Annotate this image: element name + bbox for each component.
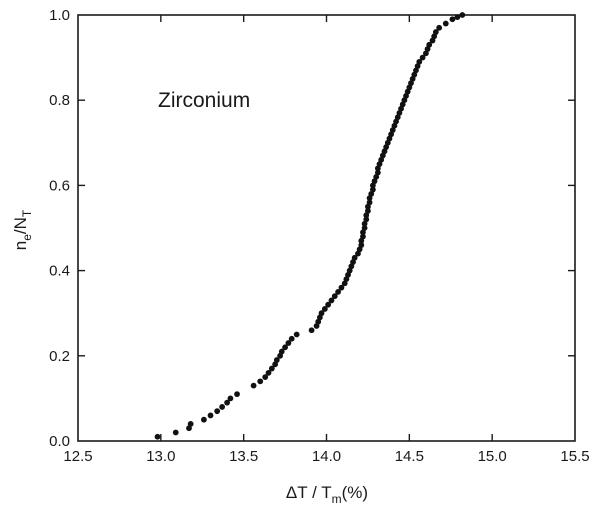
data-point — [374, 169, 381, 176]
y-tick-label: 0.2 — [49, 348, 70, 365]
y-axis-label-N-subscript: T — [20, 209, 34, 217]
data-point — [154, 433, 161, 440]
y-axis-label-n-subscript: e — [20, 234, 34, 241]
data-point — [278, 348, 285, 355]
data-point — [285, 340, 292, 346]
x-axis-ticks: 12.5 13.0 13.5 14.0 14.5 15.0 15.5 — [63, 15, 590, 465]
data-point — [257, 378, 264, 385]
data-point — [325, 301, 332, 308]
x-tick-label: 15.5 — [560, 448, 589, 465]
x-axis-label: ΔT / Tm(%) — [286, 483, 368, 505]
data-point — [436, 24, 443, 31]
data-point — [201, 416, 207, 423]
data-point — [262, 374, 269, 380]
y-tick-label: 0.8 — [49, 92, 70, 109]
data-point — [214, 408, 221, 415]
y-axis-ticks: 0.0 0.2 0.4 0.6 0.8 1.0 — [49, 7, 575, 450]
x-tick-label: 12.5 — [63, 448, 92, 465]
x-axis-label-subscript: m — [332, 492, 342, 505]
y-tick-label: 0.6 — [49, 177, 70, 194]
data-point — [419, 54, 426, 61]
data-point — [369, 186, 376, 193]
annotation-zirconium: Zirconium — [158, 89, 250, 112]
y-axis-label-N: N — [11, 217, 30, 229]
data-point — [318, 310, 325, 317]
data-point — [321, 306, 328, 312]
x-tick-label: 14.0 — [312, 448, 341, 465]
data-point — [442, 20, 449, 27]
data-point — [416, 58, 423, 65]
x-tick-label: 13.0 — [146, 448, 175, 465]
data-point — [293, 331, 300, 338]
data-point — [273, 357, 280, 363]
data-point — [449, 16, 456, 23]
data-point — [338, 284, 345, 291]
x-axis-label-main: ΔT / T — [286, 483, 332, 502]
data-point — [308, 327, 315, 334]
x-tick-label: 14.5 — [395, 448, 424, 465]
plot-frame — [77, 14, 576, 442]
x-tick-label: 15.0 — [478, 448, 507, 465]
data-point — [454, 14, 461, 21]
data-point — [361, 225, 368, 231]
data-point — [360, 233, 366, 240]
data-point — [234, 391, 240, 398]
data-point — [207, 412, 214, 419]
data-point — [265, 369, 272, 376]
data-point — [335, 289, 341, 295]
data-point — [172, 429, 179, 436]
data-point — [219, 404, 226, 410]
data-point — [459, 12, 466, 18]
data-point — [282, 344, 288, 351]
data-point — [331, 293, 338, 300]
data-point — [227, 395, 234, 402]
data-point — [365, 208, 371, 214]
y-tick-label: 1.0 — [49, 7, 70, 24]
data-point — [426, 41, 433, 48]
y-tick-label: 0.4 — [49, 263, 70, 280]
y-axis-label-n: n — [11, 241, 30, 250]
data-point — [328, 297, 335, 304]
data-point — [268, 365, 275, 372]
x-tick-label: 13.5 — [229, 448, 258, 465]
data-point — [363, 216, 370, 223]
y-axis-label: ne/NT — [11, 209, 34, 250]
y-axis-label-separator: / — [11, 229, 30, 234]
data-point — [366, 199, 373, 206]
data-point — [351, 254, 358, 261]
data-point — [288, 335, 295, 342]
data-point — [358, 242, 365, 248]
x-axis-label-suffix: (%) — [342, 483, 368, 502]
data-point — [250, 382, 257, 389]
data-point — [187, 421, 194, 427]
data-points — [154, 12, 466, 440]
y-tick-label: 0.0 — [49, 433, 70, 450]
data-point — [432, 29, 439, 35]
data-point — [224, 399, 231, 406]
